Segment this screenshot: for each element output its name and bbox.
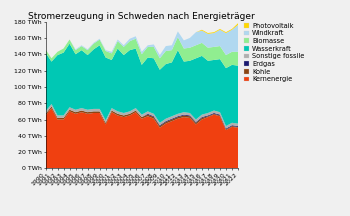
Legend: Photovoltaik, Windkraft, Biomasse, Wasserkraft, Sonstige fossile, Erdgas, Kohle,: Photovoltaik, Windkraft, Biomasse, Wasse…	[243, 22, 305, 83]
Title: Stromerzeugung in Schweden nach Energieträger: Stromerzeugung in Schweden nach Energiet…	[28, 12, 255, 21]
